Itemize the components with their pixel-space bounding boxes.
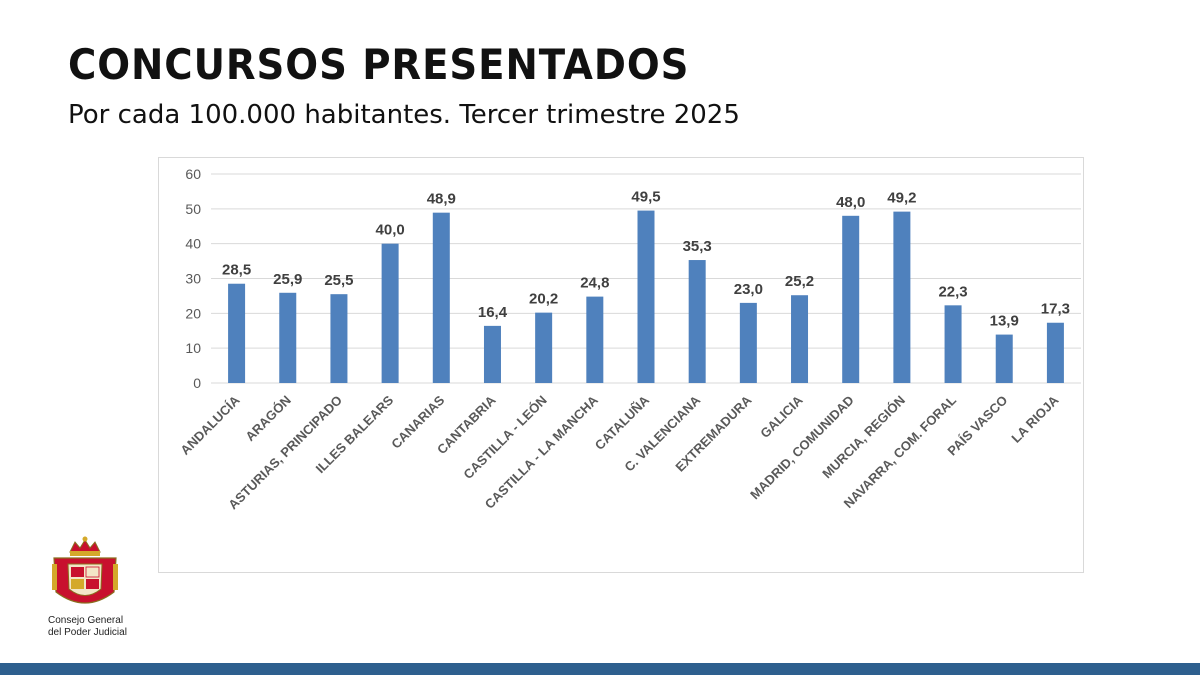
y-tick-label: 0: [193, 375, 201, 391]
y-tick-label: 30: [185, 271, 201, 287]
bar: [842, 215, 860, 383]
bar: [995, 334, 1013, 383]
x-tick-label: LA RIOJA: [1008, 392, 1062, 446]
bar: [381, 243, 399, 383]
x-tick-label: ANDALUCÍA: [177, 392, 243, 458]
data-label: 16,4: [478, 304, 508, 321]
bar: [432, 212, 450, 383]
data-label: 25,2: [785, 273, 814, 290]
data-label: 23,0: [734, 281, 763, 298]
data-label: 25,5: [324, 272, 353, 289]
bar: [791, 295, 809, 383]
x-tick-label: MADRID, COMUNIDAD: [747, 393, 857, 503]
data-label: 49,5: [631, 189, 660, 206]
data-label: 17,3: [1041, 301, 1070, 318]
bar: [535, 312, 553, 383]
data-label: 25,9: [273, 271, 302, 288]
x-tick-label: GALICIA: [757, 392, 806, 441]
data-label: 35,3: [683, 238, 712, 255]
footer-bar: [0, 663, 1200, 675]
chart-container: 0 10 20 30 40 50 60 28,5 ANDALUCÍA 25,9 ARAGÓN 25,5…: [158, 157, 1084, 573]
bar: [944, 305, 962, 383]
bar: [1046, 322, 1064, 383]
page-title: CONCURSOS PRESENTADOS: [68, 40, 690, 89]
bar-chart: 0 10 20 30 40 50 60 28,5 ANDALUCÍA 25,9 ARAGÓN 25,5…: [177, 166, 1081, 512]
y-tick-label: 10: [185, 340, 201, 356]
bar: [586, 296, 604, 383]
y-tick-label: 20: [185, 305, 201, 321]
y-tick-label: 50: [185, 201, 201, 217]
cgpj-coat-of-arms-icon: [52, 536, 118, 604]
bar: [688, 260, 706, 383]
cgpj-logo-text: Consejo General del Poder Judicial: [48, 615, 138, 639]
bar: [637, 210, 655, 383]
data-label: 40,0: [376, 222, 405, 239]
x-tick-label: ARAGÓN: [242, 393, 293, 444]
data-label: 22,3: [938, 283, 967, 300]
data-label: 49,2: [887, 190, 916, 207]
bar: [483, 325, 501, 383]
logo-line-1: Consejo General: [48, 615, 124, 626]
data-label: 20,2: [529, 291, 558, 308]
bar: [893, 211, 911, 383]
data-label: 48,9: [427, 191, 456, 208]
data-label: 24,8: [580, 275, 609, 292]
bar: [228, 283, 246, 383]
bar: [739, 302, 757, 383]
logo-line-2: del Poder Judicial: [48, 627, 127, 638]
data-label: 28,5: [222, 262, 251, 279]
data-label: 48,0: [836, 194, 865, 211]
page-subtitle: Por cada 100.000 habitantes. Tercer trim…: [68, 100, 740, 130]
y-tick-label: 60: [185, 166, 201, 182]
bar: [279, 292, 297, 383]
data-label: 13,9: [990, 313, 1019, 330]
bar: [330, 294, 348, 383]
y-tick-label: 40: [185, 236, 201, 252]
